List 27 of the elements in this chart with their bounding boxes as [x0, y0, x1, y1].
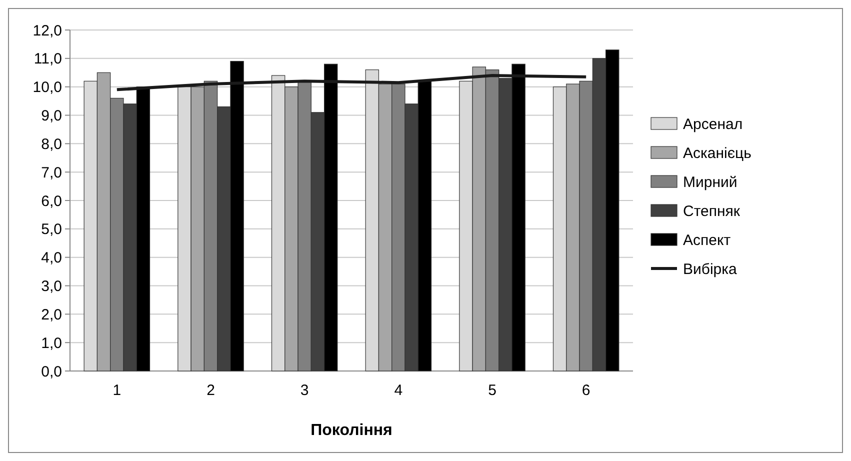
x-tick-label: 5 — [488, 382, 496, 399]
x-tick-label: 1 — [112, 382, 122, 399]
y-tick-label: 8,0 — [41, 136, 62, 153]
y-tick-label: 10,0 — [32, 79, 62, 96]
legend-label: Мирний — [683, 174, 738, 191]
legend-label: Асканієць — [683, 144, 752, 162]
y-tick-label: 4,0 — [41, 250, 62, 267]
x-tick-label: 3 — [300, 382, 309, 399]
y-tick-label: 7,0 — [41, 164, 62, 182]
x-tick-label: 4 — [394, 382, 403, 399]
legend-label: Аспект — [683, 232, 731, 249]
x-tick-label: 6 — [582, 382, 590, 399]
line-series — [115, 74, 588, 92]
y-tick-label: 0,0 — [41, 363, 62, 380]
y-tick-label: 12,0 — [32, 22, 62, 40]
legend-label: Вибірка — [683, 260, 738, 278]
y-tick-label: 5,0 — [41, 221, 62, 238]
y-tick-label: 9,0 — [41, 108, 62, 124]
y-tick-label: 6,0 — [41, 192, 62, 210]
y-tick-label: 1,0 — [41, 334, 62, 352]
legend-label: Арсенал — [683, 116, 743, 133]
x-axis-title: Покоління — [310, 422, 392, 439]
y-tick-label: 11,0 — [34, 50, 62, 68]
legend-label: Степняк — [683, 202, 740, 220]
y-tick-label: 2,0 — [41, 306, 62, 324]
y-tick-label: 3,0 — [41, 278, 62, 295]
x-tick-label: 2 — [206, 382, 215, 399]
